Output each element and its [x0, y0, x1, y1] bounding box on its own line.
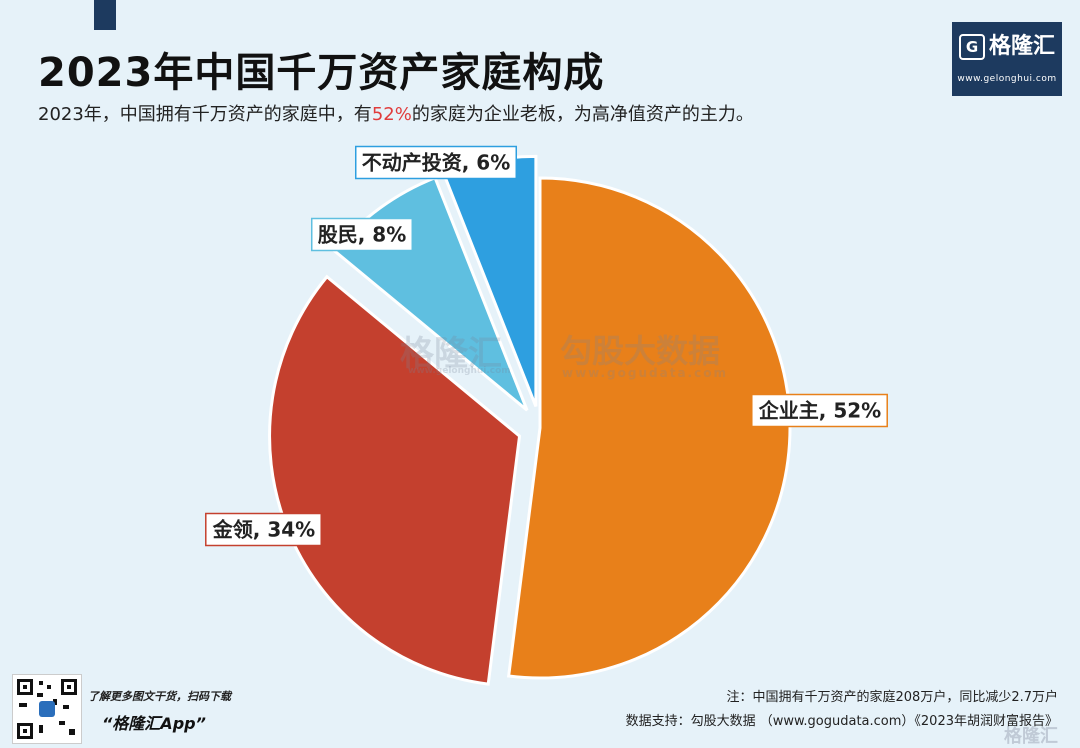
watermark-gogudata-url: www.gogudata.com	[562, 366, 728, 380]
slice-label-text-2: 金领, 34%	[212, 518, 315, 542]
slice-label-box-3	[310, 217, 414, 252]
brand-logo: G 格隆汇 www.gelonghui.com	[952, 22, 1062, 96]
pie-slice-1	[506, 176, 792, 680]
corner-tab	[94, 0, 116, 30]
slice-label-1: 企业主, 52%	[751, 393, 888, 428]
subtitle-highlight: 52%	[371, 104, 412, 125]
brand-g-icon: G	[958, 34, 985, 60]
slice-label-4: 不动产投资, 6%	[354, 145, 518, 180]
slice-label-box-4	[354, 145, 518, 180]
footnote: 注：中国拥有千万资产的家庭208万户，同比减少2.7万户	[726, 690, 1059, 705]
subtitle-suffix: 的家庭为企业老板，为高净值资产的主力。	[411, 104, 754, 125]
brand-name: 格隆汇	[988, 34, 1055, 59]
data-source: 数据支持：勾股大数据 （www.gogudata.com）《2023年胡润财富报…	[625, 714, 1058, 729]
page-title: 2023年中国千万资产家庭构成	[38, 50, 605, 96]
slice-label-text-3: 股民, 8%	[318, 223, 407, 247]
qr-app-name: “格隆汇App”	[102, 714, 206, 733]
slice-label-3: 股民, 8%	[310, 217, 414, 252]
subtitle: 2023年，中国拥有千万资产的家庭中，有52%的家庭为企业老板，为高净值资产的主…	[38, 100, 754, 126]
watermark-gelonghui-url: www.gelonghui.com	[408, 366, 511, 376]
qr-code	[12, 674, 82, 744]
brand-url: www.gelonghui.com	[957, 74, 1057, 84]
slice-label-box-1	[751, 393, 888, 428]
watermark-gelonghui: 格隆汇	[400, 334, 502, 374]
qr-caption: 了解更多图文干货，扫码下载	[88, 690, 231, 703]
corner-watermark-logo: 格隆汇	[1004, 726, 1058, 747]
watermark-gogudata: 勾股大数据	[560, 332, 721, 370]
slice-label-text-4: 不动产投资, 6%	[362, 151, 511, 175]
qr-pattern-icon	[17, 679, 77, 739]
slice-label-box-2	[205, 512, 322, 547]
slice-label-text-1: 企业主, 52%	[758, 399, 881, 423]
subtitle-prefix: 2023年，中国拥有千万资产的家庭中，有	[38, 104, 372, 125]
slice-label-2: 金领, 34%	[205, 512, 322, 547]
